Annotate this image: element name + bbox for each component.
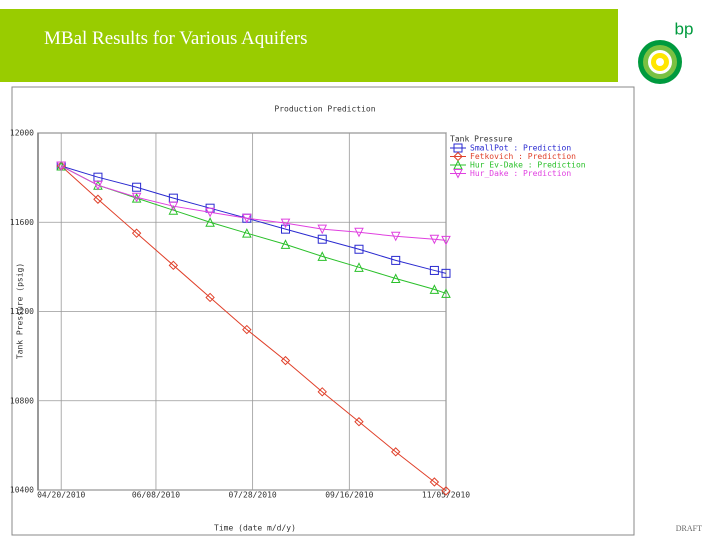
marker <box>354 417 364 427</box>
legend-label: SmallPot : Prediction <box>470 144 571 153</box>
marker <box>93 194 103 204</box>
marker <box>317 234 327 244</box>
y-tick-label: 12000 <box>10 129 34 138</box>
marker <box>205 207 215 218</box>
marker <box>93 180 103 191</box>
marker <box>280 218 291 229</box>
slide-title: MBal Results for Various Aquifers <box>44 28 308 49</box>
marker <box>429 265 439 275</box>
y-tick-label: 11200 <box>10 307 34 316</box>
marker <box>354 227 364 238</box>
marker <box>168 201 179 212</box>
marker <box>429 234 440 245</box>
x-tick-label: 04/20/2010 <box>37 491 85 500</box>
marker <box>242 228 252 238</box>
marker <box>242 213 252 224</box>
marker <box>317 251 328 261</box>
marker <box>441 288 451 298</box>
marker <box>168 205 179 215</box>
logo: bp <box>638 19 694 84</box>
series-line <box>60 165 447 294</box>
marker <box>441 268 451 278</box>
y-tick-label: 11600 <box>10 218 34 227</box>
marker <box>429 477 440 487</box>
marker <box>354 244 364 254</box>
marker <box>280 239 291 249</box>
marker <box>390 273 401 283</box>
legend-label: Hur_Dake : Prediction <box>470 169 571 178</box>
marker <box>132 182 142 192</box>
x-tick-label: 07/28/2010 <box>229 491 277 500</box>
y-axis-label: Tank Pressure (psig) <box>16 263 25 359</box>
marker <box>56 161 67 172</box>
marker <box>317 387 327 397</box>
legend-marker <box>453 169 463 179</box>
y-tick-label: 10400 <box>10 486 34 495</box>
legend-title: Tank Pressure <box>450 135 513 144</box>
marker <box>131 228 142 238</box>
legend-label: Hur Ev-Dake : Prediction <box>470 161 586 170</box>
marker <box>390 231 401 242</box>
series-line <box>61 165 447 274</box>
legend-label: Fetkovich : Prediction <box>470 152 576 161</box>
marker <box>281 224 291 234</box>
marker <box>280 355 291 366</box>
marker <box>391 255 401 265</box>
footer: DRAFT <box>675 524 702 533</box>
chart-title: Production Prediction <box>274 105 375 114</box>
x-tick-label: 09/16/2010 <box>325 491 373 500</box>
marker <box>354 262 364 272</box>
marker <box>317 224 328 235</box>
chart-frame <box>11 86 635 536</box>
marker <box>205 292 215 303</box>
marker <box>441 235 451 246</box>
marker <box>168 260 179 271</box>
series-line <box>60 165 447 241</box>
marker <box>205 217 215 227</box>
marker <box>441 486 451 496</box>
logo-text: bp <box>675 19 694 38</box>
x-tick-label: 06/08/2010 <box>132 491 180 500</box>
header-band <box>0 9 618 82</box>
y-tick-label: 10800 <box>10 396 34 405</box>
logo-helios <box>638 40 682 84</box>
marker <box>131 192 142 203</box>
x-axis-label: Time (date m/d/y) <box>214 524 296 533</box>
marker <box>429 284 440 294</box>
marker <box>391 447 401 457</box>
series-line <box>60 165 447 492</box>
marker <box>242 324 252 335</box>
